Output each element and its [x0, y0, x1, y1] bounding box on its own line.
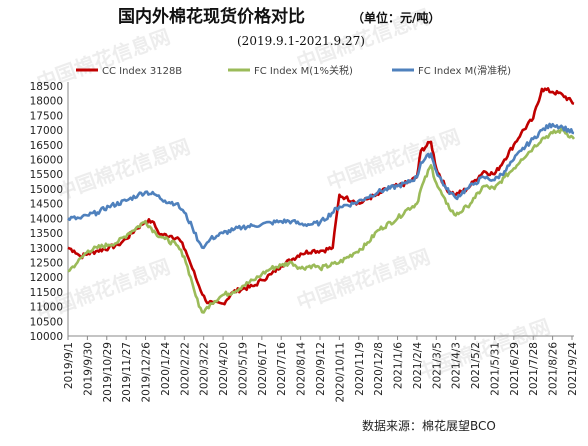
x-tick-label: 2021/4/3	[451, 342, 463, 389]
x-tick-label: 2020/2/22	[179, 342, 191, 396]
series-line-2	[67, 127, 576, 314]
y-tick-label: 16500	[30, 140, 63, 152]
x-axis: 2019/9/1 2019/9/30 2019/10/29 2019/11/27 201…	[63, 335, 579, 403]
x-tick-label: 2020/11/9	[354, 342, 366, 396]
x-tick-label: 2021/6/29	[509, 342, 521, 396]
x-tick-label: 2020/6/17	[257, 342, 269, 396]
series-line-1	[67, 87, 575, 306]
y-tick-label: 14000	[30, 213, 63, 225]
x-tick-label: 2020/8/14	[296, 342, 308, 396]
y-tick-label: 10500	[30, 316, 63, 328]
x-tick-label: 2019/10/29	[102, 342, 114, 403]
series-line-3	[67, 122, 575, 250]
y-tick-label: 13000	[30, 243, 63, 255]
chart-subtitle: (2019.9.1-2021.9.27)	[237, 34, 365, 48]
chart-title: 国内外棉花现货价格对比	[118, 6, 305, 27]
x-tick-label: 2019/9/30	[82, 342, 94, 396]
x-tick-label: 2021/2/4	[412, 342, 424, 389]
x-tick-label: 2020/1/24	[160, 342, 172, 396]
x-tick-label: 2020/3/22	[199, 342, 211, 396]
legend-label: FC Index M(1%关税)	[254, 64, 353, 77]
y-tick-label: 13500	[30, 228, 63, 240]
x-tick-label: 2020/4/20	[218, 342, 230, 396]
y-tick-label: 14500	[30, 199, 63, 211]
x-tick-label: 2021/5/31	[489, 342, 501, 396]
x-tick-label: 2021/8/26	[548, 342, 560, 396]
y-tick-label: 12500	[30, 257, 63, 269]
watermark-text: 中国棉花信息网	[54, 134, 194, 204]
x-tick-label: 2021/7/28	[528, 342, 540, 396]
unit-label: （单位：元/吨）	[352, 10, 440, 25]
x-tick-label: 2020/12/8	[373, 342, 385, 396]
y-tick-label: 17000	[30, 125, 63, 137]
x-tick-label: 2020/9/12	[315, 342, 327, 396]
x-tick-label: 2019/12/26	[141, 342, 153, 403]
y-tick-label: 17500	[30, 110, 63, 122]
y-tick-label: 18000	[30, 96, 63, 108]
x-tick-label: 2021/5/2	[470, 342, 482, 389]
legend: CC Index 3128B FC Index M(1%关税) FC Index M…	[76, 64, 511, 77]
x-tick-label: 2021/3/5	[431, 342, 443, 389]
y-tick-label: 11500	[30, 287, 63, 299]
y-tick-label: 10000	[30, 331, 63, 343]
y-tick-label: 11000	[30, 302, 63, 314]
y-tick-label: 16000	[30, 155, 63, 167]
x-tick-label: 2019/9/1	[63, 342, 75, 389]
y-axis: 10000 10500 11000 11500 12000 12500 13000 13500…	[30, 81, 69, 343]
x-tick-label: 2020/10/11	[334, 342, 346, 403]
watermark-text: 中国棉花信息网	[294, 244, 434, 314]
y-tick-label: 12000	[30, 272, 63, 284]
x-tick-label: 2021/9/24	[567, 342, 579, 396]
legend-label: CC Index 3128B	[102, 66, 182, 77]
y-tick-label: 15000	[30, 184, 63, 196]
x-tick-label: 2021/1/6	[393, 342, 405, 389]
y-tick-label: 15500	[30, 169, 63, 181]
x-tick-label: 2020/7/16	[276, 342, 288, 396]
source-label: 数据来源：棉花展望BCO	[362, 418, 496, 433]
y-tick-label: 18500	[30, 81, 63, 93]
series-layer	[67, 87, 576, 314]
x-tick-label: 2020/5/19	[237, 342, 249, 396]
legend-label: FC Index M(滑准税)	[418, 64, 511, 77]
x-tick-label: 2019/11/27	[121, 342, 133, 403]
